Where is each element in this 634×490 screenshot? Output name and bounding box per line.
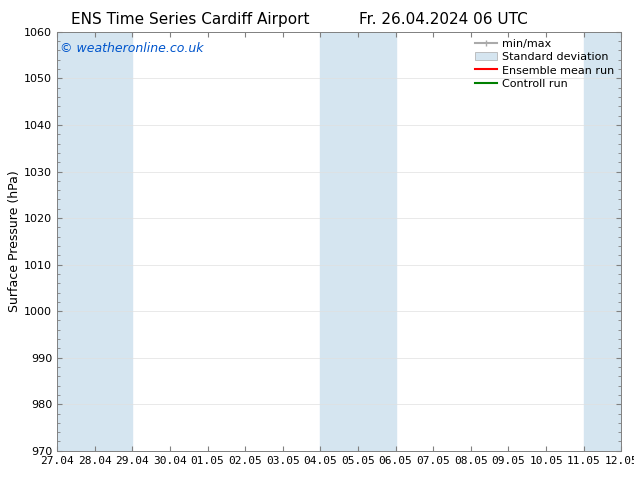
Legend: min/max, Standard deviation, Ensemble mean run, Controll run: min/max, Standard deviation, Ensemble me… xyxy=(470,34,619,94)
Bar xyxy=(320,32,396,451)
Bar xyxy=(57,32,133,451)
Text: Fr. 26.04.2024 06 UTC: Fr. 26.04.2024 06 UTC xyxy=(359,12,528,27)
Text: © weatheronline.co.uk: © weatheronline.co.uk xyxy=(60,42,204,55)
Text: ENS Time Series Cardiff Airport: ENS Time Series Cardiff Airport xyxy=(71,12,309,27)
Y-axis label: Surface Pressure (hPa): Surface Pressure (hPa) xyxy=(8,171,22,312)
Bar xyxy=(584,32,621,451)
